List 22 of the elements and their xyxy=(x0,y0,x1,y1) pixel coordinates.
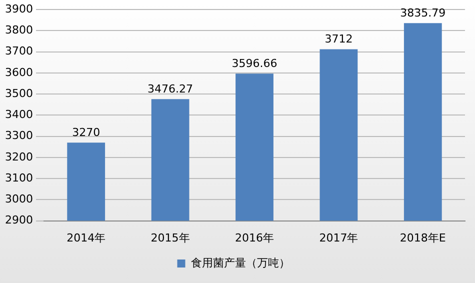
y-tick-label: 3100 xyxy=(4,171,33,184)
y-tick-label: 3800 xyxy=(4,24,33,37)
y-tick-label: 3700 xyxy=(4,44,33,58)
data-label: 3476.27 xyxy=(148,82,194,96)
data-label: 3712 xyxy=(324,32,353,46)
legend-label: 食用菌产量（万吨） xyxy=(190,256,290,270)
data-label: 3596.66 xyxy=(232,57,278,70)
y-tick-label: 3000 xyxy=(4,192,33,206)
y-tick-label: 2900 xyxy=(4,214,33,227)
x-tick-label: 2015年 xyxy=(150,231,190,244)
data-label: 3270 xyxy=(72,126,100,140)
y-tick-label: 3300 xyxy=(4,129,33,142)
y-tick-label: 3400 xyxy=(4,108,33,122)
x-tick-label: 2018年E xyxy=(400,231,446,244)
x-tick-label: 2016年 xyxy=(234,231,274,244)
y-tick-label: 3200 xyxy=(4,150,33,164)
x-tick-label: 2014年 xyxy=(66,231,106,244)
y-tick-label: 3600 xyxy=(4,66,33,79)
y-tick-label: 3500 xyxy=(4,86,33,100)
data-label: 3835.79 xyxy=(400,6,446,20)
y-tick-label: 3900 xyxy=(4,2,33,16)
x-tick-label: 2017年 xyxy=(319,231,358,244)
